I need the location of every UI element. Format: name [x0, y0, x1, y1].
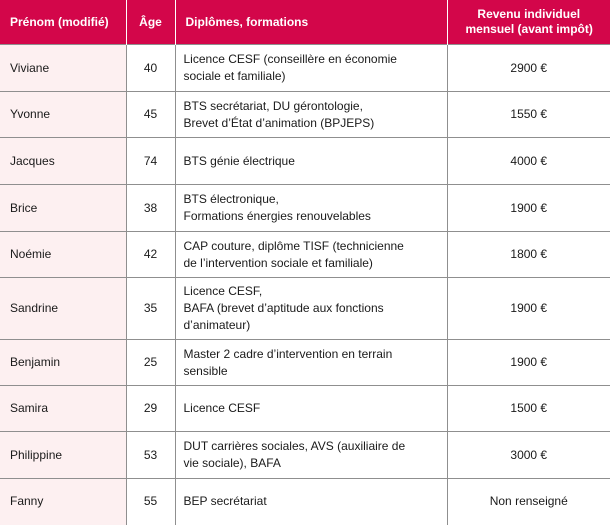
- cell-name: Philippine: [0, 431, 127, 479]
- table-row: Fanny 55 BEP secrétariat Non renseigné: [0, 478, 610, 525]
- cell-name: Samira: [0, 385, 127, 432]
- cell-age: 25: [125, 339, 176, 386]
- cell-name: Yvonne: [0, 91, 127, 138]
- table-row: Samira 29 Licence CESF 1500 €: [0, 385, 610, 432]
- diploma-line: BTS secrétariat, DU gérontologie,: [183, 98, 363, 113]
- cell-age: 55: [125, 478, 176, 525]
- cell-diplomas: Licence CESF: [174, 385, 448, 432]
- cell-name: Viviane: [0, 44, 127, 92]
- diploma-line: CAP couture, diplôme TISF (technicienne: [183, 238, 404, 253]
- cell-diplomas: BEP secrétariat: [174, 478, 448, 525]
- table-row: Yvonne 45 BTS secrétariat, DU gérontologie…: [0, 91, 610, 138]
- diploma-line: BTS électronique,: [183, 192, 279, 206]
- cell-income: Non renseigné: [446, 478, 610, 525]
- cell-name: Noémie: [0, 231, 127, 278]
- cell-income: 3000 €: [446, 431, 610, 479]
- table-row: Philippine 53 DUT carrières sociales, AVS …: [0, 431, 610, 479]
- header-row: Prénom (modifié) Âge Diplômes, formation…: [0, 0, 610, 45]
- cell-income: 1900 €: [446, 277, 610, 340]
- cell-income: 1900 €: [446, 184, 610, 232]
- diploma-line: sensible: [183, 363, 228, 378]
- diploma-line: sociale et familiale): [183, 69, 286, 83]
- cell-age: 45: [125, 91, 176, 138]
- cell-age: 35: [125, 277, 176, 340]
- diploma-line: BAFA (brevet d’aptitude aux fonctions: [183, 301, 384, 315]
- cell-income: 2900 €: [446, 44, 610, 92]
- cell-diplomas: CAP couture, diplôme TISF (technicienne d…: [174, 231, 448, 278]
- header-income: Revenu individuel mensuel (avant impôt): [447, 0, 610, 45]
- cell-age: 29: [125, 385, 176, 432]
- diploma-line: vie sociale), BAFA: [183, 456, 281, 470]
- cell-name: Brice: [0, 184, 127, 232]
- diploma-line: Brevet d’État d’animation (BPJEPS): [183, 115, 375, 130]
- diploma-line: d’animateur): [183, 318, 251, 332]
- cell-age: 38: [125, 184, 176, 232]
- cell-diplomas: DUT carrières sociales, AVS (auxiliaire …: [174, 431, 448, 479]
- cell-diplomas: BTS secrétariat, DU gérontologie, Brevet …: [174, 91, 448, 138]
- table-row: Brice 38 BTS électronique, Formations énerg…: [0, 184, 610, 232]
- table-row: Sandrine 35 Licence CESF, BAFA (brevet d’ap…: [0, 277, 610, 340]
- cell-income: 1900 €: [446, 339, 610, 386]
- cell-age: 53: [125, 431, 176, 479]
- cell-age: 42: [125, 231, 176, 278]
- header-age: Âge: [126, 0, 176, 45]
- cell-name: Fanny: [0, 478, 127, 525]
- cell-name: Sandrine: [0, 277, 127, 340]
- table-header: Prénom (modifié) Âge Diplômes, formation…: [0, 0, 610, 45]
- cell-diplomas: Licence CESF (conseillère en économie soc…: [174, 44, 448, 92]
- cell-diplomas: Master 2 cadre d’intervention en terrain…: [174, 339, 448, 386]
- cell-age: 74: [125, 137, 176, 185]
- cell-name: Benjamin: [0, 339, 127, 386]
- header-income-line: mensuel (avant impôt): [465, 22, 593, 36]
- cell-income: 4000 €: [446, 137, 610, 185]
- cell-income: 1550 €: [446, 91, 610, 138]
- diploma-line: Licence CESF: [183, 401, 261, 415]
- cell-diplomas: BTS électronique, Formations énergies ren…: [174, 184, 448, 232]
- cell-name: Jacques: [0, 137, 127, 185]
- diploma-line: Formations énergies renouvelables: [183, 209, 371, 223]
- diploma-line: Licence CESF,: [183, 284, 263, 298]
- diploma-line: DUT carrières sociales, AVS (auxiliaire …: [183, 439, 406, 453]
- table-row: Jacques 74 BTS génie électrique 4000 €: [0, 137, 610, 185]
- header-name: Prénom (modifié): [0, 0, 127, 45]
- diploma-line: BTS génie électrique: [183, 153, 295, 168]
- cell-diplomas: BTS génie électrique: [174, 137, 448, 185]
- header-diplomas: Diplômes, formations: [175, 0, 448, 45]
- cell-diplomas: Licence CESF, BAFA (brevet d’aptitude aux…: [174, 277, 448, 340]
- header-income-line: Revenu individuel: [477, 7, 581, 21]
- diploma-line: BEP secrétariat: [183, 494, 267, 509]
- diploma-line: de l’intervention sociale et familiale): [183, 255, 373, 270]
- table-row: Viviane 40 Licence CESF (conseillère en éc…: [0, 44, 610, 92]
- cell-age: 40: [125, 44, 176, 92]
- diploma-line: Licence CESF (conseillère en économie: [183, 52, 397, 66]
- table-row: Noémie 42 CAP couture, diplôme TISF (techn…: [0, 231, 610, 278]
- table-body: Viviane 40 Licence CESF (conseillère en éc…: [0, 44, 610, 525]
- table-row: Benjamin 25 Master 2 cadre d’intervention …: [0, 339, 610, 386]
- cell-income: 1800 €: [446, 231, 610, 278]
- diploma-line: Master 2 cadre d’intervention en terrain: [183, 346, 393, 361]
- cell-income: 1500 €: [446, 385, 610, 432]
